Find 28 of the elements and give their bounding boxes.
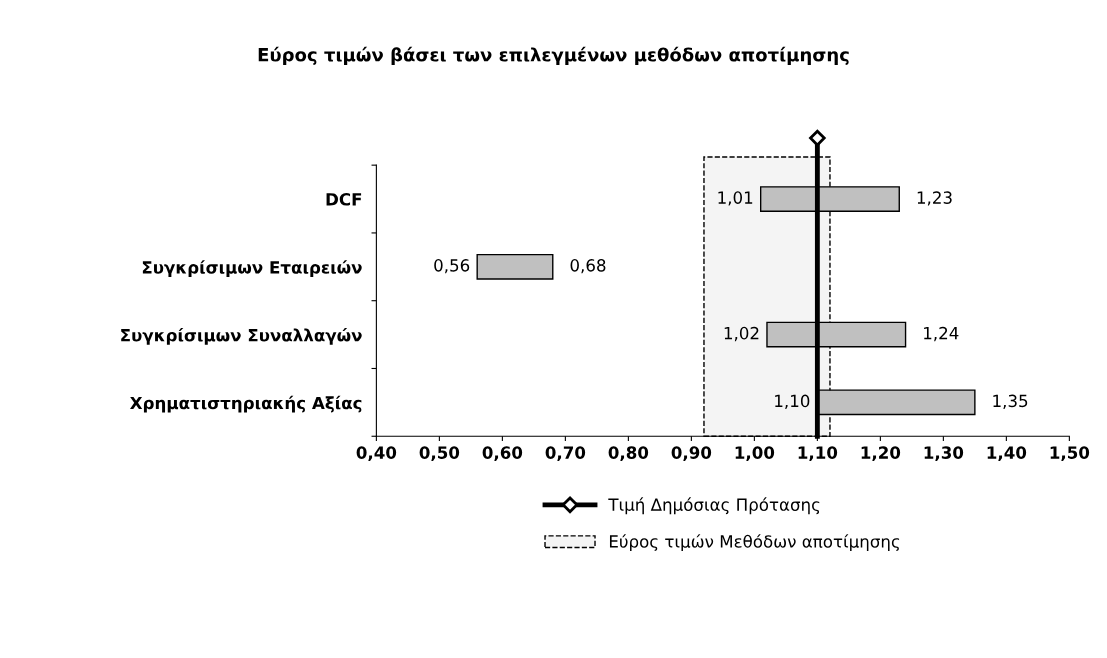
x-tick-label: 0,40 <box>356 446 397 462</box>
x-tick-label: 0,70 <box>545 446 586 462</box>
chart-title: Εύρος τιμών βάσει των επιλεγμένων μεθόδων αποτίμησης <box>258 46 849 66</box>
annotation: 1,23 <box>917 191 952 206</box>
y-tick-label: Χρηματιστηριακής Αξίας <box>130 395 362 413</box>
annotation: 1,02 <box>724 326 759 342</box>
x-tick-label: 0,60 <box>482 446 523 462</box>
annotation: 1,10 <box>775 394 810 409</box>
legend-label: Εύρος τιμών Μεθόδων αποτίμησης <box>609 534 900 551</box>
annotation: 0,68 <box>570 259 606 274</box>
annotation: 0,56 <box>434 259 470 274</box>
annotation: 1,01 <box>718 191 753 206</box>
annotation: 1,24 <box>924 326 959 342</box>
x-tick-label: 1,20 <box>861 446 901 462</box>
x-tick-label: 0,80 <box>608 446 649 462</box>
legend-label: Τιμή Δημόσιας Πρότασης <box>608 497 820 515</box>
x-tick-label: 1,00 <box>735 446 775 462</box>
x-tick-label: 0,50 <box>419 446 460 462</box>
x-tick-label: 1,40 <box>987 446 1027 462</box>
bar <box>476 253 554 280</box>
annotation: 1,35 <box>993 394 1028 409</box>
x-tick-label: 0,90 <box>671 446 712 462</box>
x-tick-label: 1,50 <box>1050 446 1090 462</box>
y-tick-label: Συγκρίσιμων Εταιρειών <box>142 260 362 277</box>
y-tick-label: Συγκρίσιμων Συναλλαγών <box>121 327 362 345</box>
y-tick-label: DCF <box>326 193 362 206</box>
x-tick-label: 1,10 <box>798 446 838 462</box>
x-tick-label: 1,30 <box>924 446 964 462</box>
